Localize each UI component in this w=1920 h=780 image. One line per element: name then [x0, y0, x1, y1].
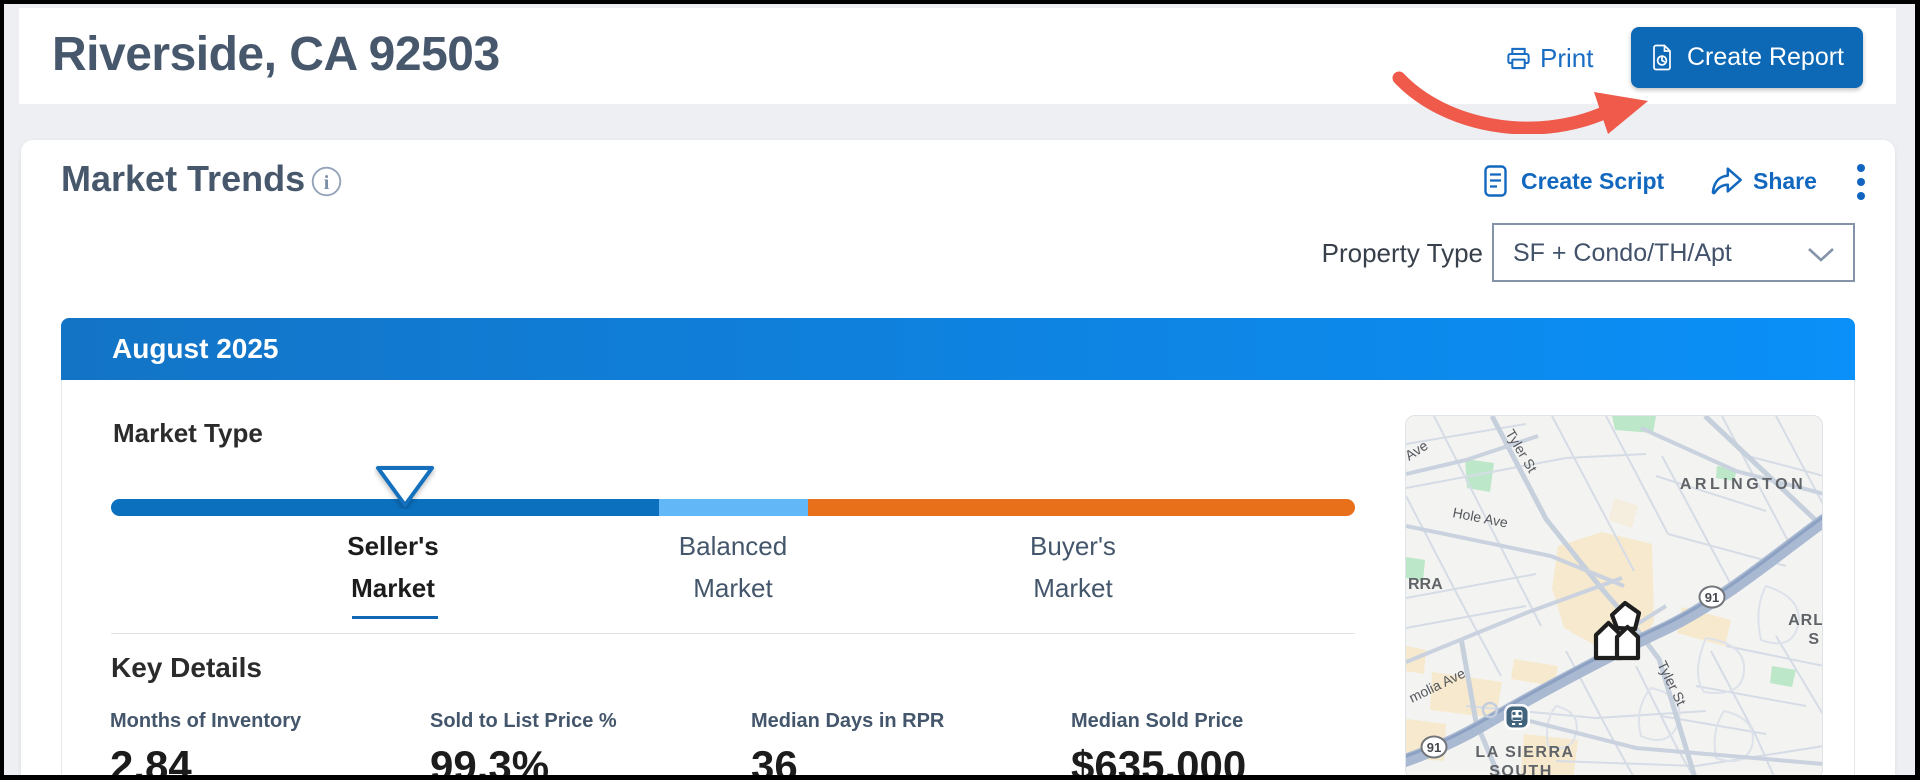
svg-text:ARLINGTON: ARLINGTON [1680, 476, 1806, 493]
svg-text:i: i [324, 172, 330, 194]
svg-text:SOUTH: SOUTH [1489, 763, 1553, 775]
svg-text:91: 91 [1705, 590, 1719, 605]
svg-text:ARL: ARL [1788, 612, 1823, 629]
svg-text:LA SIERRA: LA SIERRA [1475, 744, 1574, 761]
svg-text:RRA: RRA [1408, 576, 1443, 593]
svg-text:91: 91 [1427, 740, 1441, 755]
svg-text:S: S [1808, 631, 1819, 648]
